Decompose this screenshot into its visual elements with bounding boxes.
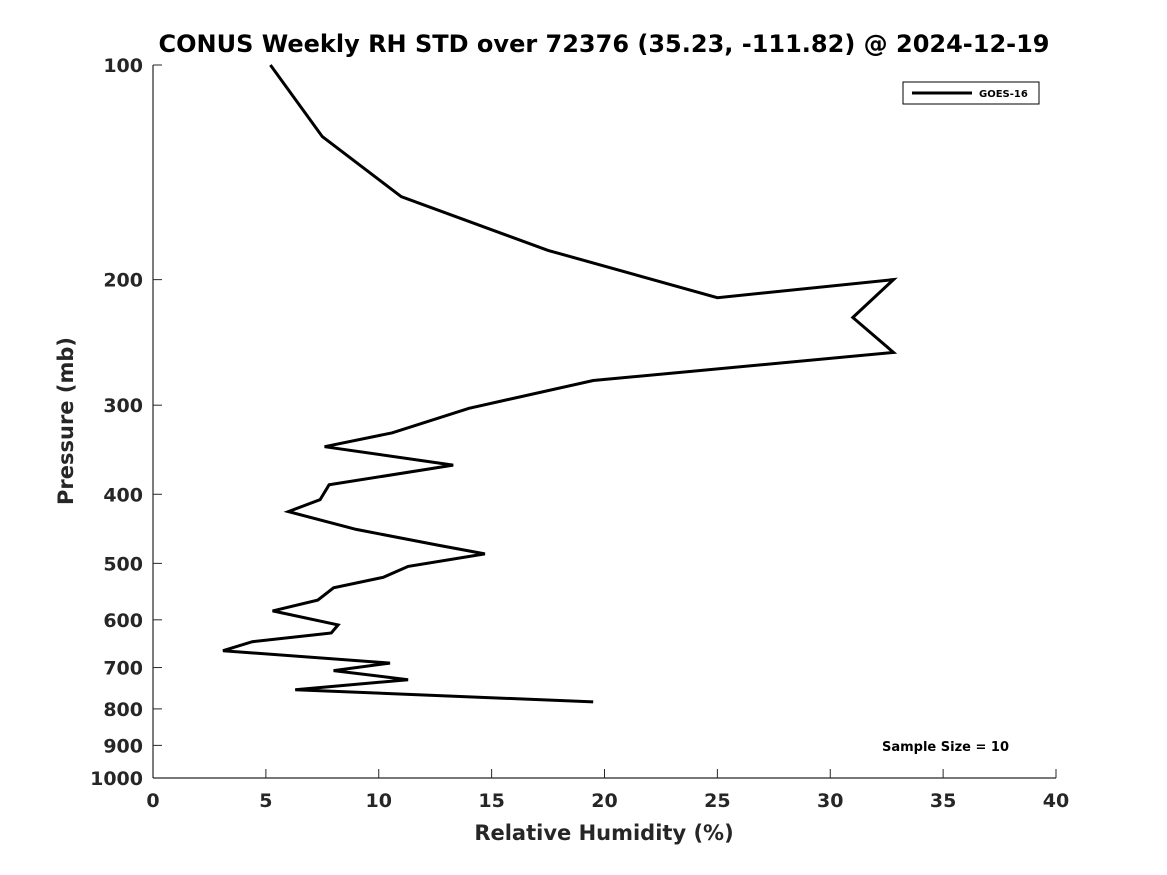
y-tick-label: 700	[103, 658, 143, 680]
x-tick-label: 40	[1043, 790, 1069, 812]
chart-title: CONUS Weekly RH STD over 72376 (35.23, -…	[158, 30, 1049, 58]
y-tick-label: 1000	[90, 768, 143, 790]
y-tick-label: 800	[103, 699, 143, 721]
legend: GOES-16	[902, 81, 1040, 105]
x-tick-label: 15	[478, 790, 504, 812]
x-tick-label: 20	[591, 790, 617, 812]
y-tick-label: 900	[103, 735, 143, 757]
x-tick-label: 30	[817, 790, 843, 812]
y-tick-label: 600	[103, 610, 143, 632]
y-axis: 100 200 300 400 500 600 700 800 900 1000	[90, 55, 162, 790]
y-tick-label: 100	[103, 55, 143, 77]
x-axis-label: Relative Humidity (%)	[474, 821, 733, 845]
x-tick-label: 35	[930, 790, 956, 812]
x-axis: 0 5 10 15 20 25 30 35 40	[146, 769, 1069, 812]
y-tick-label: 400	[103, 484, 143, 506]
x-tick-label: 10	[366, 790, 392, 812]
legend-label-goes-16: GOES-16	[979, 89, 1028, 100]
y-axis-label: Pressure (mb)	[54, 337, 78, 505]
x-tick-label: 0	[146, 790, 159, 812]
y-tick-label: 300	[103, 395, 143, 417]
plot-area	[153, 65, 1056, 778]
y-tick-label: 500	[103, 553, 143, 575]
series-line-goes-16	[222, 64, 898, 704]
x-tick-label: 5	[259, 790, 272, 812]
sample-size-note: Sample Size = 10	[882, 740, 1009, 755]
y-tick-label: 200	[103, 270, 143, 292]
x-tick-label: 25	[704, 790, 730, 812]
